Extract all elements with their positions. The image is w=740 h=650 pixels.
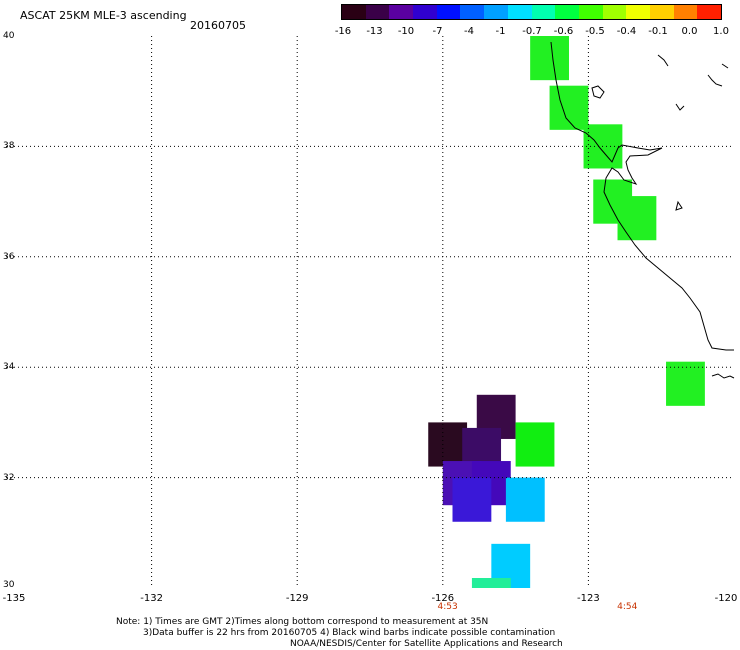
coastline: [550, 41, 735, 379]
y-tick-label: 34: [3, 362, 15, 373]
wind-cell: [549, 85, 589, 130]
y-tick-label: 40: [3, 31, 15, 41]
colorbar-segment: [673, 5, 698, 19]
colorbar-segment: [626, 5, 650, 19]
x-tick-label: -120: [714, 593, 738, 604]
colorbar-segment: [413, 5, 437, 19]
island-1: [591, 85, 605, 99]
colorbar-segment: [342, 5, 366, 19]
pass-time-label: 4:53: [437, 602, 458, 612]
x-tick-label: -126: [431, 593, 455, 604]
colorbar-segment: [555, 5, 579, 19]
colorbar-label: -0.4: [616, 26, 637, 37]
island-3: [675, 103, 685, 111]
colorbar-segment: [389, 5, 414, 19]
colorbar-label: -0.1: [648, 26, 668, 37]
island-6: [711, 373, 735, 379]
wind-cell: [617, 196, 657, 241]
colorbar-label: 1.0: [713, 26, 729, 37]
wind-cell: [452, 477, 492, 522]
y-tick-label: 36: [3, 251, 15, 262]
island-7: [721, 63, 729, 69]
map-title: ASCAT 25KM MLE-3 ascending: [20, 9, 187, 22]
colorbar-segment: [484, 5, 508, 19]
colorbar-label: -0.5: [585, 26, 605, 37]
note-line-1: Note: 1) Times are GMT 2)Times along bot…: [116, 617, 489, 627]
x-tick-label: -123: [577, 593, 600, 604]
colorbar: [341, 4, 722, 20]
colorbar-label: -4: [464, 26, 474, 37]
x-tick-label: -129: [285, 593, 309, 604]
colorbar-label: -10: [397, 26, 415, 37]
island-5: [675, 200, 683, 211]
colorbar-segment: [578, 5, 603, 19]
island-2: [657, 54, 669, 67]
colorbar-segment: [649, 5, 674, 19]
map-date: 20160705: [190, 19, 246, 32]
colorbar-segment: [531, 5, 556, 19]
pass-time-label: 4:54: [617, 602, 638, 612]
colorbar-segment: [460, 5, 485, 19]
colorbar-segment: [436, 5, 461, 19]
y-tick-label: 30: [3, 580, 15, 590]
wind-cell: [428, 422, 468, 467]
colorbar-segment: [602, 5, 627, 19]
x-tick-label: -135: [2, 593, 26, 604]
wind-cell: [505, 477, 545, 522]
california-coastline: [550, 41, 734, 351]
colorbar-label: -0.7: [522, 26, 542, 37]
wind-cells: [428, 36, 705, 588]
island-4: [707, 74, 723, 87]
wind-cell: [515, 422, 555, 467]
colorbar-label: -0.6: [553, 26, 574, 37]
colorbar-label: -7: [432, 26, 443, 37]
colorbar-label: 0.0: [681, 26, 698, 37]
y-tick-label: 38: [3, 141, 15, 152]
colorbar-segment: [507, 5, 532, 19]
colorbar-label: -13: [366, 26, 383, 37]
lat-lon-grid: [6, 36, 734, 588]
colorbar-label: -1: [495, 26, 506, 37]
y-tick-label: 32: [3, 472, 15, 483]
colorbar-segment: [697, 5, 721, 19]
note-line-2: 3)Data buffer is 22 hrs from 20160705 4)…: [143, 628, 556, 638]
x-tick-label: -132: [140, 593, 163, 604]
colorbar-label: -16: [334, 26, 352, 37]
wind-cell-strip: [471, 578, 511, 588]
credit-line: NOAA/NESDIS/Center for Satellite Applica…: [290, 639, 563, 649]
wind-cell: [666, 361, 705, 406]
colorbar-segment: [365, 5, 390, 19]
wind-cell: [530, 36, 569, 81]
